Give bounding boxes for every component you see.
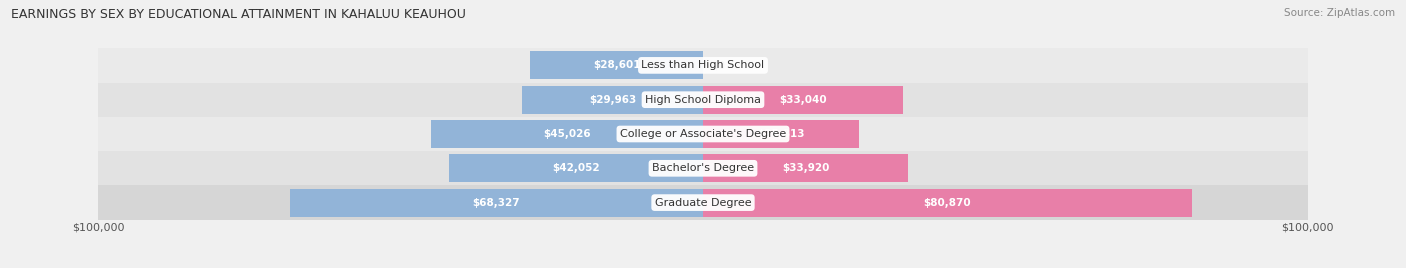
Text: $0: $0 bbox=[711, 60, 725, 70]
Text: $68,327: $68,327 bbox=[472, 198, 520, 208]
Bar bbox=[703, 189, 1192, 217]
Text: High School Diploma: High School Diploma bbox=[645, 95, 761, 105]
Bar bbox=[290, 189, 703, 217]
Text: $42,052: $42,052 bbox=[553, 163, 600, 173]
Text: $25,813: $25,813 bbox=[758, 129, 804, 139]
Text: $45,026: $45,026 bbox=[543, 129, 591, 139]
Text: $33,040: $33,040 bbox=[779, 95, 827, 105]
Bar bbox=[430, 120, 703, 148]
Bar bbox=[98, 48, 1308, 83]
Text: $80,870: $80,870 bbox=[924, 198, 972, 208]
Text: $28,601: $28,601 bbox=[593, 60, 640, 70]
Text: Graduate Degree: Graduate Degree bbox=[655, 198, 751, 208]
Bar bbox=[98, 83, 1308, 117]
Bar bbox=[98, 185, 1308, 220]
Bar bbox=[98, 117, 1308, 151]
Text: EARNINGS BY SEX BY EDUCATIONAL ATTAINMENT IN KAHALUU KEAUHOU: EARNINGS BY SEX BY EDUCATIONAL ATTAINMEN… bbox=[11, 8, 467, 21]
Text: Source: ZipAtlas.com: Source: ZipAtlas.com bbox=[1284, 8, 1395, 18]
Bar bbox=[449, 154, 703, 182]
Bar bbox=[522, 86, 703, 114]
Bar bbox=[703, 86, 903, 114]
Text: Bachelor's Degree: Bachelor's Degree bbox=[652, 163, 754, 173]
Text: $29,963: $29,963 bbox=[589, 95, 636, 105]
Bar bbox=[530, 51, 703, 79]
Bar bbox=[98, 151, 1308, 185]
Text: College or Associate's Degree: College or Associate's Degree bbox=[620, 129, 786, 139]
Bar bbox=[703, 154, 908, 182]
Text: $33,920: $33,920 bbox=[782, 163, 830, 173]
Bar bbox=[703, 120, 859, 148]
Text: Less than High School: Less than High School bbox=[641, 60, 765, 70]
